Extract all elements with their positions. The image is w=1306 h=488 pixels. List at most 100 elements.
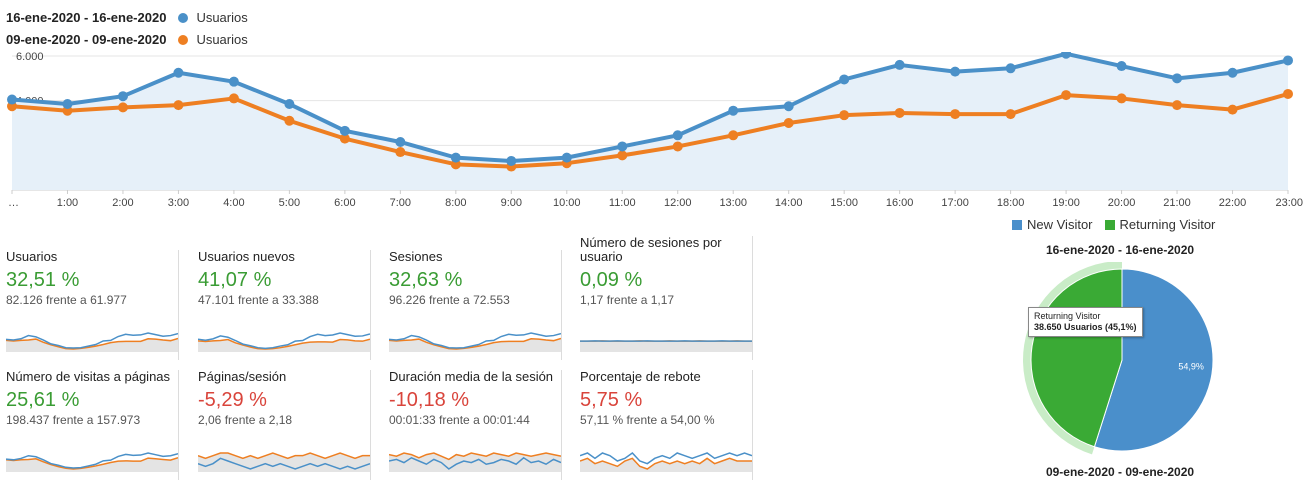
x-tick-label: 19:00 — [1052, 197, 1080, 209]
data-point — [7, 94, 17, 105]
metric-comparison: 57,11 % frente a 54,00 % — [580, 413, 715, 427]
x-tick-label: 5:00 — [279, 197, 300, 209]
line-chart[interactable]: 2.0004.0006.000…1:002:003:004:005:006:00… — [0, 52, 1306, 212]
x-tick-label: 15:00 — [830, 197, 858, 209]
x-tick-label: 3:00 — [168, 197, 189, 209]
x-tick-label: 11:00 — [609, 197, 636, 209]
data-point — [1005, 63, 1016, 74]
x-tick-label: 17:00 — [941, 197, 969, 209]
legend-row-previous[interactable]: 09-ene-2020 - 09-ene-2020 Usuarios — [6, 32, 248, 47]
data-point — [395, 136, 406, 147]
y-tick-label: 6.000 — [16, 52, 44, 63]
sparkline — [6, 332, 178, 352]
metric-name: Porcentaje de rebote — [580, 369, 701, 384]
x-tick-label: 21:00 — [1163, 197, 1191, 209]
metric-name: Usuarios — [6, 249, 58, 264]
metric-duracion-media[interactable]: Duración media de la sesión -10,18 % 00:… — [389, 370, 562, 480]
x-tick-label: 9:00 — [501, 197, 522, 209]
sparkline — [6, 452, 178, 472]
x-tick-label: 1:00 — [57, 197, 78, 209]
metric-name: Páginas/sesión — [198, 369, 287, 384]
data-point — [950, 109, 961, 120]
sparkline-line — [198, 332, 370, 350]
x-tick-label: 8:00 — [445, 197, 466, 209]
pie-subtitle: 09-ene-2020 - 09-ene-2020 — [1045, 465, 1195, 479]
metric-value: -5,29 % — [198, 389, 267, 411]
metric-sesiones[interactable]: Sesiones 32,63 % 96.226 frente a 72.553 — [389, 250, 562, 360]
sparkline — [198, 332, 370, 352]
x-tick-label: 6:00 — [334, 197, 355, 209]
metric-name: Número de sesiones por usuario — [580, 235, 722, 264]
sparkline-line — [389, 452, 561, 461]
sparkline-line — [389, 456, 561, 470]
metric-value: 0,09 % — [580, 269, 643, 291]
pie-legend-item[interactable]: Returning Visitor — [1104, 217, 1216, 232]
legend-square-icon — [1012, 219, 1022, 230]
sparkline-line — [6, 457, 178, 470]
metric-comparison: 2,06 frente a 2,18 — [198, 413, 293, 427]
metric-name: Usuarios nuevos — [198, 249, 295, 264]
legend-range: 09-ene-2020 - 09-ene-2020 — [6, 32, 167, 47]
data-point — [672, 130, 683, 141]
x-tick-label: 4:00 — [223, 197, 244, 209]
legend-series: Usuarios — [196, 10, 248, 25]
sparkline-area — [580, 340, 752, 352]
data-point — [950, 66, 961, 77]
metric-paginas-sesion[interactable]: Páginas/sesión -5,29 % 2,06 frente a 2,1… — [198, 370, 371, 480]
x-tick-label: 13:00 — [719, 197, 747, 209]
x-tick-label: … — [8, 197, 19, 209]
legend-dot-icon — [178, 34, 189, 45]
sparkline — [389, 452, 561, 472]
pie-legend-label: Returning Visitor — [1119, 217, 1216, 232]
data-point — [62, 99, 73, 110]
sparkline-line — [389, 332, 561, 349]
metric-comparison: 47.101 frente a 33.388 — [198, 293, 319, 307]
sparkline-line — [198, 452, 370, 460]
data-point — [1061, 90, 1072, 101]
pie-legend-label: New Visitor — [1027, 217, 1093, 232]
sparkline-line — [389, 337, 561, 350]
x-tick-label: 10:00 — [553, 197, 581, 209]
legend-square-icon — [1104, 219, 1115, 230]
metric-porcentaje-rebote[interactable]: Porcentaje de rebote 5,75 % 57,11 % fren… — [580, 370, 753, 480]
data-point — [1061, 52, 1072, 59]
data-point — [672, 141, 683, 152]
legend-row-current[interactable]: 16-ene-2020 - 16-ene-2020 Usuarios — [6, 10, 248, 25]
pie-legend: New Visitor Returning Visitor — [1012, 217, 1227, 232]
sparkline-line — [198, 338, 370, 350]
series-line — [11, 52, 1289, 163]
metric-value: 41,07 % — [198, 269, 272, 291]
data-point — [1172, 100, 1183, 111]
pie-title: 16-ene-2020 - 16-ene-2020 — [1045, 243, 1195, 257]
metric-comparison: 96.226 frente a 72.553 — [389, 293, 510, 307]
data-point — [117, 102, 128, 113]
data-point — [1005, 109, 1016, 120]
sparkline — [580, 452, 752, 472]
data-point — [284, 115, 295, 126]
data-point — [173, 100, 184, 111]
metric-usuarios[interactable]: Usuarios 32,51 % 82.126 frente a 61.977 — [6, 250, 179, 360]
metric-comparison: 82.126 frente a 61.977 — [6, 293, 127, 307]
x-tick-label: 20:00 — [1108, 197, 1136, 209]
sparkline-area — [389, 453, 561, 472]
sparkline-line — [198, 457, 370, 470]
metric-value: 5,75 % — [580, 389, 643, 411]
pie-legend-item[interactable]: New Visitor — [1012, 217, 1093, 232]
data-point — [1116, 93, 1127, 104]
metric-visitas-paginas[interactable]: Número de visitas a páginas 25,61 % 198.… — [6, 370, 179, 480]
x-tick-label: 23:00 — [1275, 197, 1303, 209]
data-point — [728, 130, 739, 141]
data-point — [783, 118, 794, 128]
sparkline-area — [580, 458, 752, 472]
metric-usuarios-nuevos[interactable]: Usuarios nuevos 41,07 % 47.101 frente a … — [198, 250, 371, 360]
data-point — [839, 110, 850, 121]
data-point — [561, 152, 572, 163]
x-tick-label: 18:00 — [997, 197, 1025, 209]
sparkline — [580, 340, 752, 352]
pie-chart[interactable]: 54,9%45,1% — [1010, 262, 1230, 462]
sparkline — [389, 332, 561, 352]
metric-comparison: 198.437 frente a 157.973 — [6, 413, 141, 427]
sparkline-line — [6, 332, 178, 349]
data-point — [228, 76, 239, 87]
metric-sesiones-por-usuario[interactable]: Número de sesiones por usuario 0,09 % 1,… — [580, 236, 753, 360]
